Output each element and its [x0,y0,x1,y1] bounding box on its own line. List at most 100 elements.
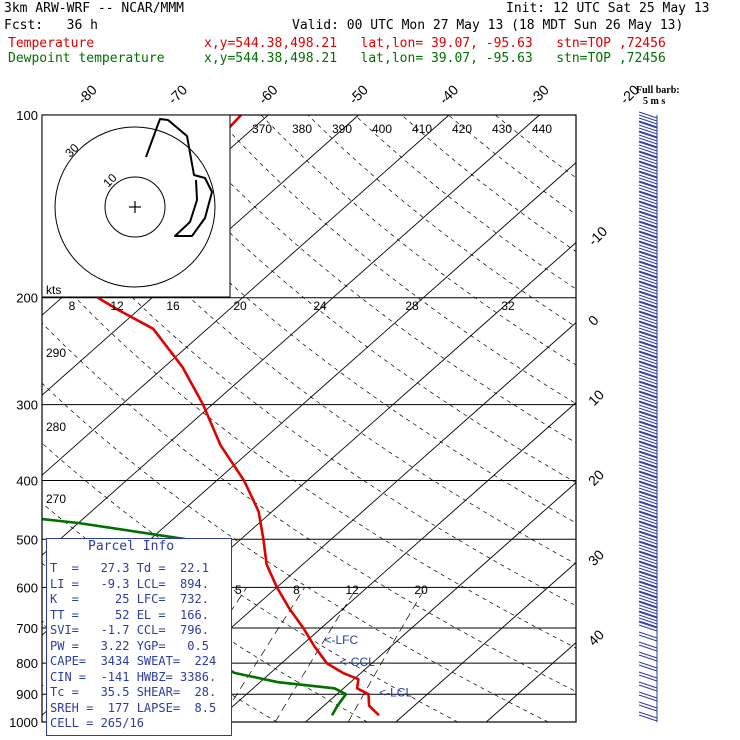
wind-barb [638,481,658,489]
wind-barb [638,117,658,125]
theta-label: 440 [532,122,552,136]
wind-barb [638,471,658,479]
wind-barb [638,140,658,148]
dry-adiabat [42,322,576,692]
wind-barb [638,407,658,415]
wind-barb [638,600,658,608]
wind-barb [638,134,658,142]
wind-barb [638,114,658,122]
wind-barb [638,614,658,622]
theta-label: 280 [46,420,66,434]
wind-barb [638,451,658,459]
wind-barb [638,357,658,365]
wind-barb [638,224,658,232]
wind-barb [638,404,658,412]
wind-barb [638,337,658,345]
wind-barb [638,177,658,185]
wind-barb [638,301,658,309]
mixing-ratio-line [219,587,305,722]
dry-adiabat [494,115,576,179]
wind-barb [638,531,658,539]
wind-barb [638,560,658,568]
hodograph-box [41,114,231,298]
wind-barb [638,420,658,428]
wind-barb [638,317,658,325]
wind-barb [638,341,658,349]
mixing-ratio-line [347,587,426,722]
wind-barb [638,327,658,335]
wind-barb [638,480,658,488]
wind-barb [638,260,658,268]
theta-label: 420 [452,122,472,136]
wind-barb [638,704,658,712]
isotherm-line [42,115,540,556]
mixing-ratio-label: 8 [293,583,300,597]
legend-dewpoint-info: x,y=544.38,498.21 lat,lon= 39.07, -95.63… [204,51,666,66]
wind-barb [638,360,658,368]
wind-barb [638,414,658,422]
wind-barb [638,537,658,545]
wind-barb [638,611,658,619]
wind-barb [638,217,658,225]
wind-barb [638,364,658,372]
theta-label: 370 [252,122,272,136]
wind-barb [638,204,658,212]
wind-barb [638,180,658,188]
wind-barb [638,221,658,229]
wind-barb [638,290,658,298]
wind-barb [638,380,658,388]
wind-barb [638,477,658,485]
wind-barb [638,304,658,312]
wind-barb [638,284,658,292]
wind-barb [638,157,658,165]
barb-legend-line1: Full barb: [636,85,680,96]
wind-barb [638,120,658,128]
wind-barb [638,510,658,518]
wind-barb [638,124,658,132]
speed-tick-label: 24 [313,299,327,313]
wind-barb [638,457,658,465]
wind-barb [638,237,658,245]
wind-barb [638,547,658,555]
wind-barb [638,211,658,219]
wind-barb [638,587,658,595]
wind-barb [638,160,658,168]
dry-adiabat [167,115,576,444]
wind-barb [638,541,658,549]
wind-barb [638,201,658,209]
dry-adiabat [307,115,576,328]
parcel-info-row: K = 25 LFC= 732. [50,592,209,606]
wind-barb [638,200,658,208]
wind-barb [638,240,658,248]
speed-tick-label: 20 [233,299,247,313]
parcel-info-row: T = 27.3 Td = 22.1 [50,561,209,575]
hodograph-unit: kts [46,283,61,297]
isotherm-label: 20 [585,466,607,488]
wind-barb [638,431,658,439]
wind-barb [638,184,658,192]
wind-barb [638,267,658,275]
wind-barb [638,191,658,199]
wind-barb [638,554,658,562]
isotherm-line [42,115,359,396]
theta-label: 270 [46,492,66,506]
pressure-tick-label: 800 [16,656,38,671]
dry-adiabat [0,115,6,722]
wind-barb [638,654,658,662]
isotherm-label: -50 [345,81,371,107]
wind-barb [638,340,658,348]
wind-barb [638,311,658,319]
pressure-tick-label: 100 [16,108,38,123]
wind-barb [638,501,658,509]
wind-barb [638,434,658,442]
theta-label: 410 [412,122,432,136]
isotherm-line [485,642,576,722]
legend-temperature-info: x,y=544.38,498.21 lat,lon= 39.07, -95.63… [204,36,666,51]
wind-barb [638,534,658,542]
wind-barb [638,484,658,492]
wind-barb [638,141,658,149]
pressure-tick-label: 200 [16,291,38,306]
wind-barb [638,437,658,445]
isotherm-line [305,482,576,722]
